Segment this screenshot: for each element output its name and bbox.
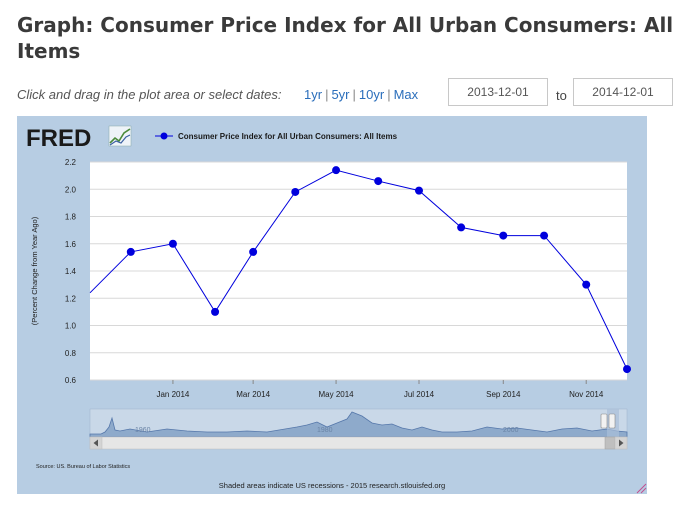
scroll-left-arrow-icon [93, 439, 98, 447]
series-cpi [89, 166, 631, 374]
data-point-2014-06-01[interactable] [374, 177, 383, 186]
start-date-input[interactable] [448, 78, 548, 106]
x-tick-label-5: Nov 2014 [569, 390, 604, 399]
y-tick-label-3: 1.2 [65, 294, 77, 303]
data-point-2014-01-01[interactable] [168, 239, 177, 248]
gridlines [90, 161, 627, 381]
source-note: Source: US. Bureau of Labor Statistics [36, 464, 130, 470]
data-point-2014-07-01[interactable] [414, 186, 423, 195]
y-tick-label-1: 0.8 [65, 349, 77, 358]
fred-logo-icon [108, 125, 132, 147]
scrollbar[interactable] [89, 436, 628, 450]
navigator-right-handle[interactable] [608, 413, 616, 429]
range-separator: | [352, 87, 356, 102]
data-point-2014-04-01[interactable] [291, 187, 300, 196]
navigator-label-1980: 1980 [317, 427, 333, 434]
legend[interactable]: Consumer Price Index for All Urban Consu… [155, 132, 398, 141]
date-range-controls: Click and drag in the plot area or selec… [17, 78, 687, 108]
series-line-0 [89, 169, 628, 370]
navigator-series [89, 411, 628, 438]
cpi-chart[interactable]: FRED Consumer Price Index for All Urban … [17, 116, 647, 494]
to-label: to [556, 88, 567, 103]
range-separator: | [325, 87, 329, 102]
data-point-2014-02-01[interactable] [211, 307, 220, 316]
date-hint: Click and drag in the plot area or selec… [17, 87, 282, 102]
range-max-link[interactable]: Max [393, 87, 419, 102]
range-links: 1yr | 5yr | 10yr | Max [304, 87, 418, 102]
y-tick-label-2: 1.0 [65, 322, 77, 331]
range-10yr-link[interactable]: 10yr [358, 87, 385, 102]
x-tick-label-3: Jul 2014 [404, 390, 435, 399]
scrollbar-track[interactable] [89, 436, 628, 450]
data-point-2014-05-01[interactable] [332, 166, 341, 175]
data-point-2013-12-01[interactable] [126, 247, 135, 256]
y-tick-label-7: 2.0 [65, 185, 77, 194]
y-tick-label-4: 1.4 [65, 267, 77, 276]
range-separator: | [387, 87, 391, 102]
scroll-right-arrow-icon [619, 439, 624, 447]
data-point-2014-11-01[interactable] [582, 280, 591, 289]
end-date-input[interactable] [573, 78, 673, 106]
fred-logo: FRED [26, 125, 91, 152]
legend-label: Consumer Price Index for All Urban Consu… [178, 132, 398, 141]
y-axis-ticks: 0.6 0.8 1.0 1.2 1.4 1.6 1.8 2.0 2.2 [65, 158, 77, 385]
scrollbar-thumb[interactable] [604, 436, 616, 450]
navigator-left-handle[interactable] [600, 413, 608, 429]
x-tick-label-1: Mar 2014 [236, 390, 270, 399]
chart-panel: FRED Consumer Price Index for All Urban … [17, 116, 647, 494]
data-point-2014-12-01[interactable] [623, 365, 631, 374]
navigator[interactable]: 1960 1980 2000 [89, 408, 628, 438]
x-tick-label-2: May 2014 [318, 390, 354, 399]
y-tick-label-5: 1.6 [65, 240, 77, 249]
range-1yr-link[interactable]: 1yr [304, 87, 323, 102]
navigator-label-1960: 1960 [135, 427, 151, 434]
data-point-2014-08-01[interactable] [457, 223, 466, 232]
x-axis-ticks: Jan 2014 Mar 2014 May 2014 Jul 2014 Sep 2014… [156, 380, 604, 399]
data-point-2014-03-01[interactable] [249, 247, 258, 256]
y-tick-label-6: 1.8 [65, 213, 77, 222]
x-tick-label-0: Jan 2014 [156, 390, 189, 399]
resize-handle-icon[interactable] [636, 483, 647, 494]
legend-marker [160, 132, 168, 140]
recession-footer: Shaded areas indicate US recessions - 20… [219, 481, 445, 490]
y-tick-label-0: 0.6 [65, 376, 77, 385]
y-tick-label-8: 2.2 [65, 158, 77, 167]
page-title: Graph: Consumer Price Index for All Urba… [17, 13, 674, 63]
data-point-2014-09-01[interactable] [499, 231, 508, 240]
navigator-label-2000: 2000 [503, 427, 519, 434]
y-axis-label: (Percent Change from Year Ago) [30, 216, 39, 325]
data-point-2014-10-01[interactable] [540, 231, 549, 240]
range-5yr-link[interactable]: 5yr [331, 87, 350, 102]
x-tick-label-4: Sep 2014 [486, 390, 521, 399]
